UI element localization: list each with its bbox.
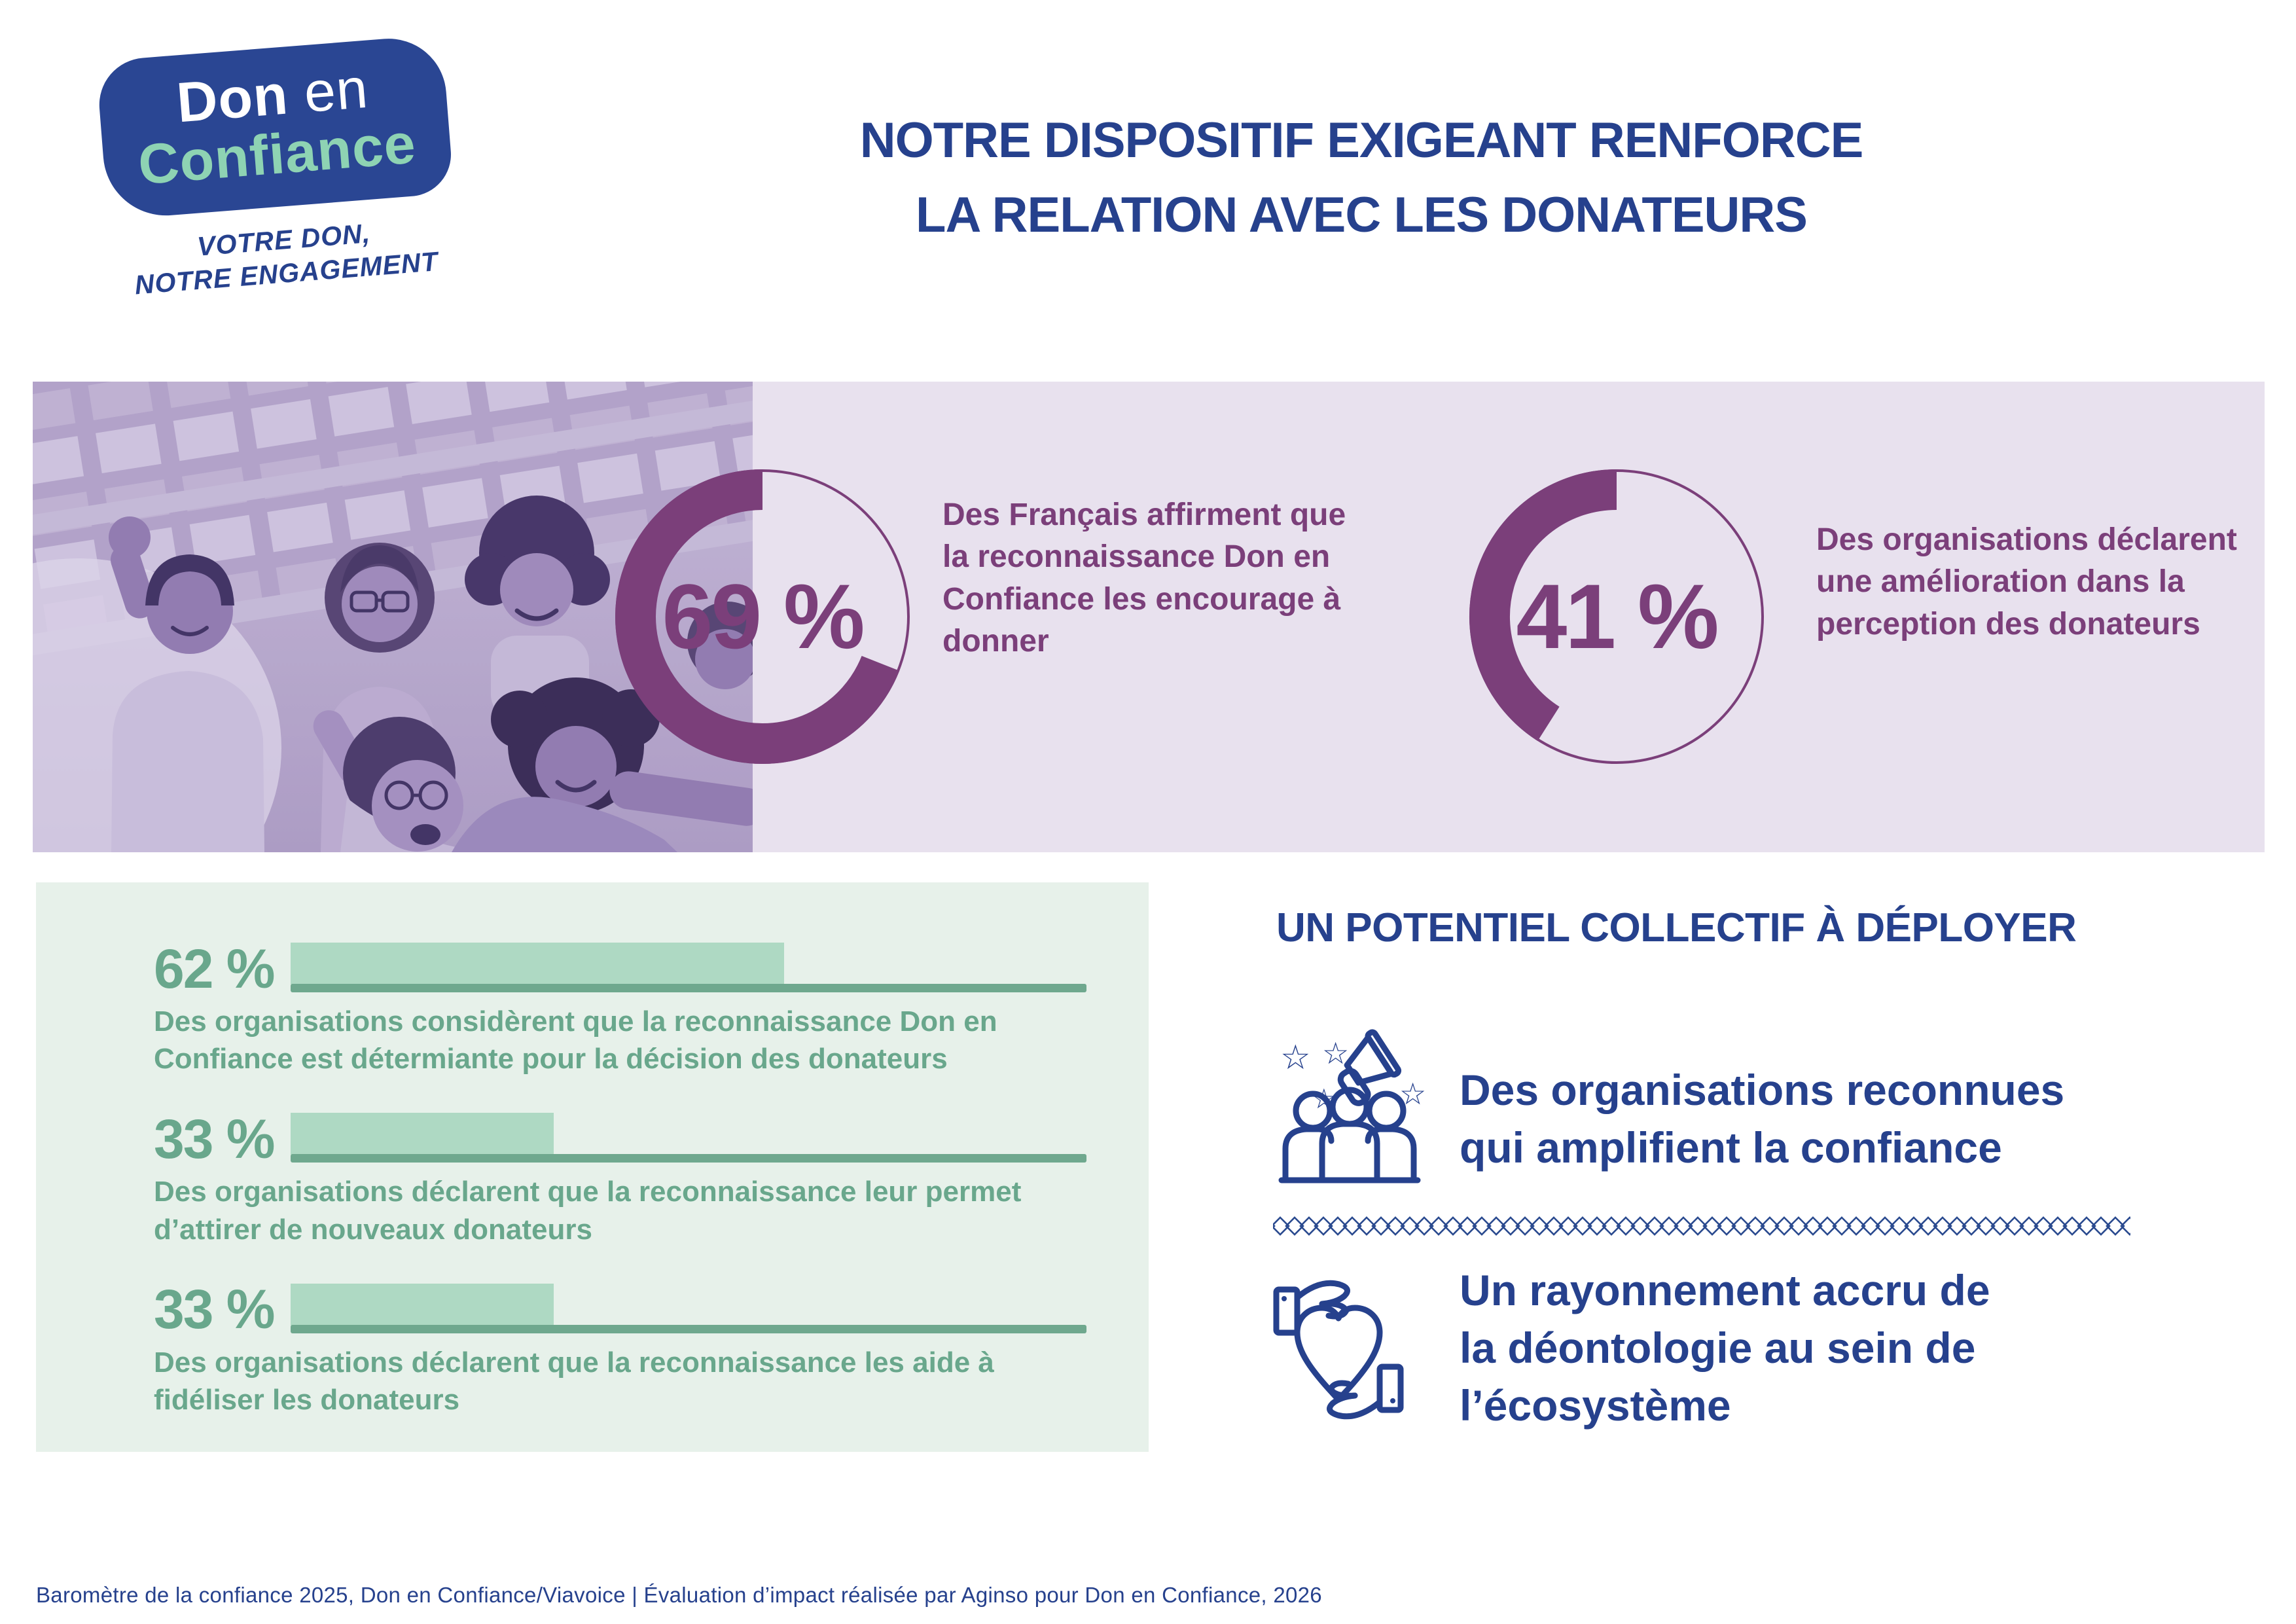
bar-33b-track	[291, 1278, 1086, 1333]
caption-line: Des organisations déclarent	[1816, 522, 2237, 557]
bar-33b-baseline	[291, 1324, 1086, 1333]
caption-line: Confiance est détermiante pour la décisi…	[154, 1043, 948, 1075]
donut-69-caption: Des Français affirment que la reconnaiss…	[942, 494, 1346, 662]
donut-chart-69: 69 %	[609, 463, 916, 770]
donut-69-value: 69 %	[662, 565, 865, 668]
bar-62-baseline	[291, 984, 1086, 992]
bar-33a-fill	[291, 1113, 554, 1155]
donut-41-caption: Des organisations déclarent une améliora…	[1816, 519, 2237, 645]
caption-line: fidéliser les donateurs	[154, 1383, 460, 1416]
diamond-divider	[1273, 1215, 2130, 1240]
caption-line: Des organisations déclarent que la recon…	[154, 1346, 994, 1379]
svg-text:☆: ☆	[1280, 1039, 1311, 1077]
right-section-heading: UN POTENTIEL COLLECTIF À DÉPLOYER	[1276, 905, 2077, 950]
bar-62-track	[291, 937, 1086, 992]
logo-word-en: en	[302, 56, 370, 125]
bar-row-62: 62 % Des organisations considèrent que l…	[154, 937, 1086, 1077]
bar-row-33a: 33 % Des organisations déclarent que la …	[154, 1108, 1086, 1248]
caption-line: Des Français affirment que	[942, 497, 1346, 532]
right-item-2-text: Un rayonnement accru de la déontologie a…	[1460, 1262, 1990, 1434]
logo-tagline: VOTRE DON, NOTRE ENGAGEMENT	[109, 209, 460, 304]
caption-line: donner	[942, 623, 1049, 659]
caption-line: la reconnaissance Don en	[942, 539, 1331, 575]
bar-33a-caption: Des organisations déclarent que la recon…	[154, 1173, 1086, 1248]
caption-line: une amélioration dans la	[1816, 564, 2185, 600]
don-en-confiance-logo: Don en Confiance VOTRE DON, NOTRE ENGAGE…	[96, 31, 506, 304]
stats-band: 69 % Des Français affirment que la recon…	[33, 382, 2265, 852]
caption-line: d’attirer de nouveaux donateurs	[154, 1213, 592, 1246]
hands-holding-heart-icon	[1270, 1271, 1407, 1432]
bar-33a-track	[291, 1108, 1086, 1163]
bar-62-caption: Des organisations considèrent que la rec…	[154, 1003, 1086, 1077]
bar-33b-caption: Des organisations déclarent que la recon…	[154, 1344, 1086, 1418]
text-line: l’écosystème	[1460, 1380, 1731, 1430]
bar-33b-value: 33 %	[154, 1278, 275, 1341]
page-title: NOTRE DISPOSITIF EXIGEANT RENFORCE LA RE…	[818, 103, 1905, 253]
text-line: Des organisations reconnues	[1460, 1066, 2065, 1114]
logo-blob: Don en Confiance	[96, 34, 454, 220]
right-item-1-text: Des organisations reconnues qui amplifie…	[1460, 1062, 2064, 1177]
text-line: Un rayonnement accru de	[1460, 1266, 1990, 1314]
bar-62-fill	[291, 943, 785, 984]
bar-33a-value: 33 %	[154, 1108, 275, 1170]
bar-stats-panel: 62 % Des organisations considèrent que l…	[36, 882, 1149, 1452]
caption-line: perception des donateurs	[1816, 606, 2200, 641]
bar-33b-fill	[291, 1283, 554, 1326]
caption-line: Confiance les encourage à	[942, 581, 1341, 617]
donut-chart-41: 41 %	[1463, 463, 1770, 770]
page-title-line1: NOTRE DISPOSITIF EXIGEANT RENFORCE	[859, 113, 1864, 168]
source-footer: Baromètre de la confiance 2025, Don en C…	[36, 1583, 1322, 1607]
page-title-line2: LA RELATION AVEC LES DONATEURS	[916, 187, 1808, 243]
bar-62-value: 62 %	[154, 937, 275, 1000]
bar-33a-baseline	[291, 1154, 1086, 1163]
crowd-megaphone-stars-icon: ☆ ☆ ☆ ☆	[1271, 1018, 1428, 1188]
text-line: qui amplifient la confiance	[1460, 1123, 2002, 1172]
bar-row-33b: 33 % Des organisations déclarent que la …	[154, 1278, 1086, 1418]
text-line: la déontologie au sein de	[1460, 1323, 1976, 1372]
donut-41-value: 41 %	[1516, 565, 1719, 668]
caption-line: Des organisations déclarent que la recon…	[154, 1176, 1022, 1208]
caption-line: Des organisations considèrent que la rec…	[154, 1005, 997, 1038]
